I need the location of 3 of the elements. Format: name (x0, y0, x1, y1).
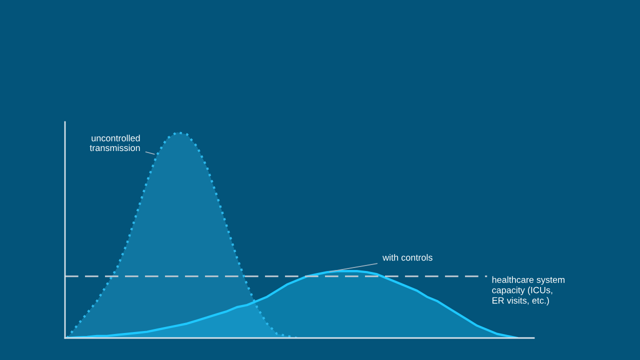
series-label: uncontrolled transmission (90, 134, 140, 152)
series-label: with controls (382, 254, 432, 261)
ref-line-label: healthcare system capacity (ICUs, ER visits, etc.) (492, 276, 564, 306)
